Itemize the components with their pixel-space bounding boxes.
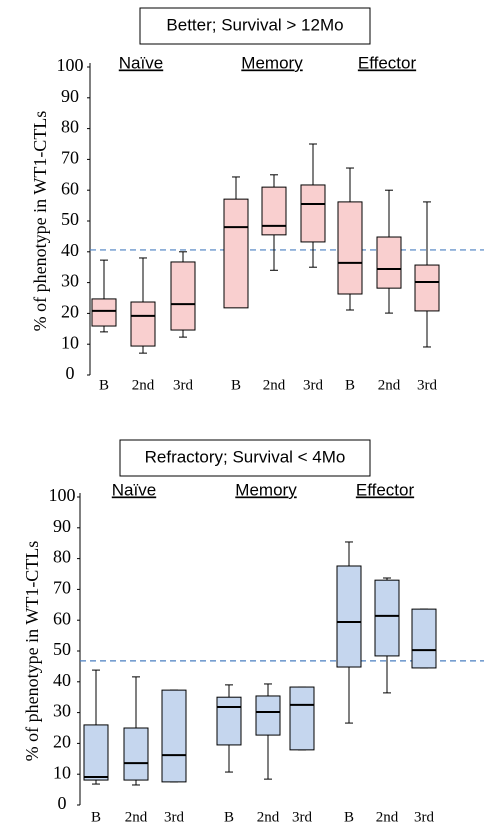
y-tick-label: 50 (53, 639, 71, 659)
x-tick-label: B (224, 809, 234, 825)
x-tick-label: 3rd (173, 377, 193, 393)
box (170, 261, 196, 331)
y-tick-label: 60 (53, 608, 71, 628)
x-tick-label: 2nd (132, 377, 155, 393)
y-tick-label: 0 (58, 793, 67, 813)
y-tick-label: 10 (53, 762, 71, 782)
y-tick-label: 100 (57, 55, 84, 75)
x-tick-label: 3rd (164, 809, 184, 825)
box (83, 724, 109, 781)
y-tick-label: 10 (61, 332, 79, 352)
group-label: Effector (356, 480, 415, 499)
x-tick-label: B (99, 377, 109, 393)
group-label: Naïve (112, 480, 156, 499)
y-tick-label: 100 (49, 485, 76, 505)
box (123, 727, 149, 781)
box (261, 186, 287, 236)
box (336, 565, 362, 668)
y-tick-label: 70 (61, 148, 79, 168)
y-tick-label: 40 (53, 670, 71, 690)
y-tick-label: 80 (61, 117, 79, 137)
x-tick-label: 2nd (257, 809, 280, 825)
x-tick-label: B (91, 809, 101, 825)
x-tick-label: B (345, 377, 355, 393)
x-tick-label: 3rd (303, 377, 323, 393)
box (337, 201, 363, 295)
x-tick-label: B (231, 377, 241, 393)
box (289, 686, 315, 751)
group-label: Effector (358, 53, 417, 72)
x-tick-label: 3rd (417, 377, 437, 393)
y-tick-label: 70 (53, 578, 71, 598)
y-tick-label: 90 (61, 86, 79, 106)
box (161, 689, 187, 783)
x-tick-label: B (344, 809, 354, 825)
y-tick-label: 30 (61, 271, 79, 291)
box (414, 264, 440, 312)
box (223, 198, 249, 309)
y-axis-label: % of phenotype in WT1-CTLs (22, 541, 42, 762)
box (91, 298, 117, 327)
x-tick-label: 2nd (376, 809, 399, 825)
chart-title: Better; Survival > 12Mo (166, 15, 343, 34)
y-tick-label: 40 (61, 240, 79, 260)
group-label: Memory (241, 53, 303, 72)
y-axis-label: % of phenotype in WT1-CTLs (30, 111, 50, 332)
y-tick-label: 30 (53, 701, 71, 721)
box (374, 579, 400, 657)
group-label: Naïve (119, 53, 163, 72)
box (300, 184, 326, 243)
box (255, 695, 281, 736)
y-tick-label: 60 (61, 178, 79, 198)
box (411, 608, 437, 669)
title-box (119, 439, 371, 477)
x-tick-label: 3rd (292, 809, 312, 825)
x-tick-label: 2nd (378, 377, 401, 393)
y-tick-label: 90 (53, 516, 71, 536)
group-label: Memory (235, 480, 297, 499)
y-tick-label: 20 (53, 732, 71, 752)
y-tick-label: 0 (66, 363, 75, 383)
y-tick-label: 80 (53, 547, 71, 567)
box (376, 236, 402, 289)
title-box (139, 7, 371, 45)
y-tick-label: 50 (61, 209, 79, 229)
chart-title: Refractory; Survival < 4Mo (145, 447, 346, 466)
x-tick-label: 2nd (125, 809, 148, 825)
box (130, 301, 156, 347)
y-tick-label: 20 (61, 302, 79, 322)
x-tick-label: 3rd (414, 809, 434, 825)
box (216, 696, 242, 746)
x-tick-label: 2nd (263, 377, 286, 393)
